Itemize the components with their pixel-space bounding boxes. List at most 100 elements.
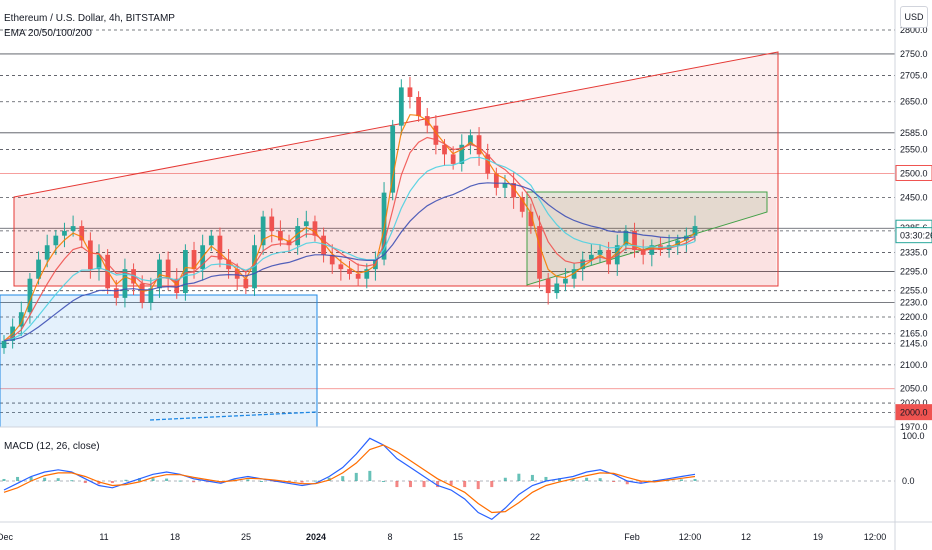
macd-histogram-bar xyxy=(598,478,602,481)
candle-body xyxy=(545,278,551,294)
macd-histogram-bar xyxy=(585,477,589,481)
price-tick-label: 2450.0 xyxy=(900,192,928,202)
price-tick-label: 2255.0 xyxy=(900,286,928,296)
price-tick-label: 2650.0 xyxy=(900,97,928,107)
macd-histogram-bar xyxy=(259,481,263,482)
price-badge-label: 2000.0 xyxy=(900,408,928,418)
macd-histogram-bar xyxy=(192,481,196,483)
candle-body xyxy=(260,216,266,246)
price-tick-label: 2705.0 xyxy=(900,70,928,80)
macd-histogram-bar xyxy=(314,480,318,482)
candle-body xyxy=(580,259,586,270)
candle-body xyxy=(157,259,162,289)
macd-histogram-bar xyxy=(165,478,169,481)
macd-histogram-bar xyxy=(354,472,358,481)
candle-body xyxy=(519,197,525,212)
time-tick-label: 25 xyxy=(241,532,251,542)
macd-histogram-bar xyxy=(137,478,141,481)
candle-body xyxy=(563,278,568,284)
candle-body xyxy=(554,283,560,294)
macd-histogram-bar xyxy=(97,481,101,485)
price-tick-label: 2230.0 xyxy=(900,298,928,308)
indicator-label: EMA 20/50/100/200 xyxy=(4,28,92,39)
macd-histogram-bar xyxy=(625,481,629,485)
candle-body xyxy=(18,312,24,327)
rising-wedge xyxy=(13,51,779,287)
candle-body xyxy=(131,269,136,284)
time-tick-label: Feb xyxy=(624,532,640,542)
macd-histogram-bar xyxy=(83,481,87,484)
candle-body xyxy=(79,226,85,241)
price-tick-label: 2020.0 xyxy=(900,398,928,408)
candle-body xyxy=(649,245,655,255)
price-tick-label: 2100.0 xyxy=(900,360,928,370)
candle-body xyxy=(1,340,7,349)
macd-histogram-bar xyxy=(679,479,683,481)
candle-body xyxy=(502,183,508,188)
candle-body xyxy=(329,254,335,265)
candle-body xyxy=(485,154,491,174)
candle-body xyxy=(528,211,534,227)
candle-body xyxy=(442,144,447,155)
candle-body xyxy=(174,278,180,294)
candle-body xyxy=(295,226,301,246)
macd-histogram-bar xyxy=(503,477,507,481)
macd-pane xyxy=(0,437,895,521)
candle-body xyxy=(364,269,370,279)
candle-body xyxy=(217,235,223,260)
candle-body xyxy=(27,278,33,313)
candle-body xyxy=(53,235,59,246)
macd-histogram-bar xyxy=(16,476,20,481)
macd-histogram-bar xyxy=(463,481,467,488)
macd-histogram-bar xyxy=(178,480,182,482)
ema20-line xyxy=(3,114,696,342)
candle-body xyxy=(148,288,154,303)
candle-body xyxy=(62,230,67,236)
macd-histogram-bar xyxy=(408,481,412,488)
macd-histogram-bar xyxy=(449,481,453,486)
macd-histogram-bar xyxy=(544,476,548,481)
candle-body xyxy=(113,288,119,298)
dashed-trend xyxy=(149,411,318,421)
time-tick-label: 12 xyxy=(741,532,751,542)
candle-body xyxy=(321,235,326,255)
macd-histogram-bar xyxy=(571,478,575,481)
price-tick-label: 2750.0 xyxy=(900,49,928,59)
time-tick-label: 11 xyxy=(99,532,108,542)
macd-histogram-bar xyxy=(246,479,250,481)
candle-body xyxy=(692,226,698,236)
macd-histogram-bar xyxy=(490,481,494,488)
candle-body xyxy=(606,250,612,265)
candle-body xyxy=(416,96,421,117)
currency-button[interactable]: USD xyxy=(900,6,928,28)
macd-histogram-bar xyxy=(151,478,155,481)
candle-body xyxy=(208,235,214,246)
time-tick-label: 19 xyxy=(813,532,823,542)
macd-tick-label: 0.0 xyxy=(902,476,915,486)
macd-histogram-bar xyxy=(476,481,480,490)
ema100-line xyxy=(3,156,696,342)
macd-histogram-bar xyxy=(395,481,399,488)
time-tick-label: 12:00 xyxy=(864,532,887,542)
candle-body xyxy=(278,230,283,241)
candle-body xyxy=(407,87,413,97)
candle-body xyxy=(588,254,594,260)
candle-body xyxy=(165,259,171,279)
price-badge-label: 03:30:26 xyxy=(900,231,932,241)
candle-body xyxy=(398,87,404,126)
time-tick-label: 22 xyxy=(530,532,540,542)
candle-body xyxy=(303,221,309,227)
signal-line xyxy=(3,444,696,514)
chart-grid xyxy=(0,29,895,428)
macd-histogram-bar xyxy=(300,481,304,483)
candle-body xyxy=(459,144,465,164)
macd-histogram-bar xyxy=(368,470,372,481)
price-tick-label: 2800.0 xyxy=(900,25,928,35)
macd-histogram-bar xyxy=(70,480,74,482)
macd-histogram-bar xyxy=(517,473,521,481)
candle-body xyxy=(44,245,50,260)
candle-body xyxy=(96,254,102,270)
macd-line xyxy=(3,437,696,521)
